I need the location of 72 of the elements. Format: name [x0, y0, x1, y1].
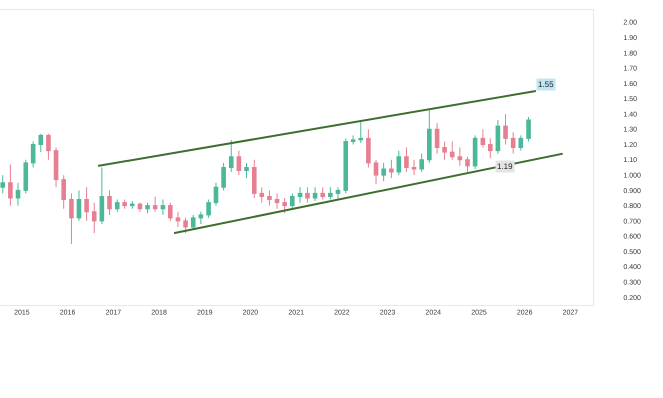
candlestick — [404, 147, 409, 173]
candlestick — [343, 138, 348, 194]
candlestick — [46, 133, 51, 160]
candlestick — [267, 190, 272, 206]
candlestick — [122, 199, 127, 210]
candlestick — [465, 156, 470, 173]
candlestick — [61, 174, 66, 210]
candlestick — [84, 186, 89, 222]
candlestick — [503, 113, 508, 146]
candlestick — [69, 192, 74, 244]
candlestick — [450, 140, 455, 160]
candlestick — [54, 147, 58, 188]
candlestick — [374, 159, 378, 185]
candlestick — [130, 200, 135, 210]
candlestick — [434, 122, 440, 154]
candlestick — [160, 199, 166, 216]
candlestick — [221, 162, 226, 191]
candlestick — [305, 186, 310, 204]
candlestick — [8, 164, 13, 206]
candlestick — [282, 198, 287, 214]
candlestick — [0, 174, 6, 194]
candlestick — [336, 186, 340, 200]
candlestick — [100, 166, 104, 224]
candlestick — [236, 150, 242, 176]
candlestick — [427, 108, 432, 164]
annotation: 1.55 — [538, 80, 554, 89]
candlestick — [518, 134, 524, 152]
candlestick — [76, 190, 82, 222]
candlestick — [198, 211, 204, 224]
candlestick — [145, 202, 150, 214]
candlestick — [290, 192, 295, 210]
candlestick — [206, 199, 211, 218]
candlestick — [183, 217, 188, 234]
candlestick — [92, 202, 97, 234]
candlestick — [396, 150, 402, 176]
candlestick — [381, 162, 386, 182]
candlestick — [312, 186, 318, 202]
candlestick — [114, 199, 120, 212]
candlestick — [472, 134, 478, 170]
candlestick — [442, 140, 447, 160]
candlestick — [480, 128, 486, 148]
candlestick — [138, 202, 142, 212]
candlestick — [350, 134, 356, 146]
candlestick — [510, 132, 516, 154]
candlestick — [320, 186, 326, 200]
candlestick — [328, 186, 333, 200]
candlestick — [228, 139, 234, 173]
candlestick — [244, 162, 249, 179]
candlestick — [168, 202, 173, 222]
candlestick — [389, 159, 394, 179]
candlestick — [16, 182, 20, 206]
candlestick — [38, 133, 44, 153]
candlestick — [358, 120, 364, 144]
candlestick — [366, 128, 371, 168]
candlestick — [496, 120, 500, 154]
candlestick — [252, 159, 257, 199]
candlestick — [107, 190, 112, 216]
candlestick — [412, 159, 416, 176]
candlestick — [190, 214, 196, 231]
candlestick — [298, 186, 302, 204]
candlestick — [488, 138, 493, 159]
candlestick — [274, 192, 280, 210]
candlestick — [419, 153, 424, 173]
candlestick — [458, 147, 462, 166]
candlestick — [30, 140, 36, 168]
candlestick — [152, 196, 158, 212]
annotation: 1.19 — [497, 162, 514, 171]
candlestick — [526, 116, 531, 142]
candlestick — [23, 159, 28, 194]
candlestick — [176, 211, 180, 228]
candlestick — [259, 186, 264, 204]
candlestick — [214, 182, 218, 206]
